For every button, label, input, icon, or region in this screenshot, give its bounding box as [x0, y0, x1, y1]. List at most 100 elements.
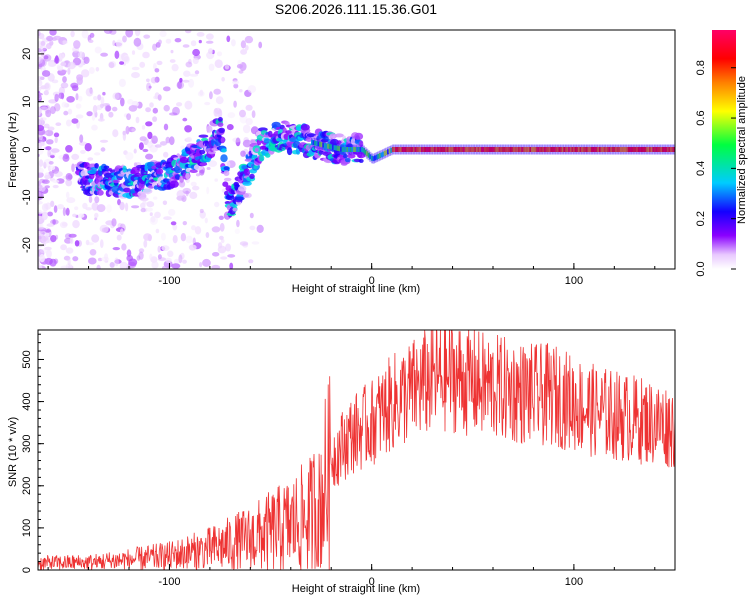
spectrogram-tone-cell	[411, 147, 414, 152]
spectrogram-noise-blob	[195, 173, 201, 177]
spectrogram-tone-cell	[524, 147, 527, 152]
spectrogram-tone-halo	[463, 144, 466, 155]
spectrogram-noise-blob	[194, 70, 200, 75]
spectrogram-noise-blob	[235, 137, 241, 147]
spectrogram-tone-halo	[346, 144, 349, 155]
spectrogram-ridge-blob	[185, 172, 190, 180]
spectrogram-tone-cell	[343, 147, 346, 152]
spectrogram-noise-blob	[46, 35, 54, 42]
spectrogram-noise-blob	[52, 219, 56, 225]
spectrogram-noise-blob	[91, 234, 100, 243]
spectrogram-tone-halo	[422, 144, 425, 155]
spectrogram-tone-halo	[568, 144, 571, 155]
spectrogram-ridge-blob	[222, 181, 229, 187]
spectrogram-tone-halo	[618, 144, 621, 155]
spectrogram-tone-cell	[378, 153, 382, 159]
spectrogram-noise-blob	[66, 197, 76, 204]
spectrogram-noise-blob	[120, 97, 125, 107]
spectrogram-noise-blob	[88, 39, 94, 43]
spectrogram-tone-cell	[455, 147, 458, 152]
spectrogram-tone-halo	[510, 144, 513, 155]
spectrogram-noise-blob	[216, 51, 223, 57]
spectrogram-tone-cell	[542, 147, 545, 152]
spectrogram-tone-halo	[406, 144, 409, 155]
spectrogram-tone-cell	[325, 143, 328, 149]
spectrogram-noise-blob	[87, 157, 94, 161]
spectrogram-tone-cell	[484, 147, 487, 152]
spectrogram-noise-blob	[112, 129, 119, 138]
spectrogram-tone-halo	[513, 144, 516, 155]
spectrogram-noise-blob	[66, 96, 75, 103]
spectrogram-tone-halo	[359, 144, 362, 155]
spectrogram-ridge-blob	[359, 140, 364, 148]
spectrogram-tone-halo	[599, 144, 602, 155]
spectrogram-noise-blob	[189, 73, 199, 77]
spectrogram-tone-cell	[414, 147, 417, 152]
spectrogram-tone-cell	[645, 147, 649, 152]
spectrogram-noise-blob	[38, 76, 41, 84]
spectrogram-tone-halo	[495, 144, 498, 155]
spectrogram-noise-blob	[63, 255, 71, 261]
spectrogram-tone-cell	[445, 147, 448, 152]
spectrogram-ridge-blob	[220, 154, 228, 163]
spectrogram-noise-blob	[38, 226, 44, 230]
spectrogram-tone-cell	[586, 147, 589, 152]
spectrogram-tone-halo	[553, 144, 556, 155]
spectrogram-noise-blob	[142, 148, 149, 153]
spectrogram-noise-blob	[94, 46, 102, 54]
spectrogram-tone-halo	[438, 144, 441, 155]
spectrogram-x-label: Height of straight line (km)	[292, 283, 420, 295]
spectrogram-ridge-blob	[286, 147, 293, 156]
spectrogram-tone-halo	[398, 144, 401, 155]
spectrogram-noise-blob	[141, 125, 146, 130]
spectrogram-ridge-blob	[300, 124, 310, 131]
spectrogram-tone-halo	[587, 144, 590, 155]
spectrogram-tone-halo	[476, 144, 479, 155]
spectrogram-noise-blob	[74, 206, 79, 211]
spectrogram-noise-blob	[248, 259, 254, 264]
spectrogram-tone-cell	[553, 147, 556, 152]
spectrogram-tone-halo	[550, 144, 553, 155]
spectrogram-tone-halo	[490, 144, 493, 155]
spectrogram-noise-blob	[165, 136, 171, 144]
spectrogram-tone-cell	[498, 147, 501, 152]
spectrogram-noise-blob	[140, 207, 146, 213]
spectrogram-tone-halo	[608, 144, 611, 155]
spectrogram-tone-halo	[534, 144, 537, 155]
spectrogram-noise-blob	[192, 185, 200, 191]
colorbar-label: Normalized spectral amplitude	[736, 76, 748, 224]
spectrogram-noise-blob	[143, 239, 148, 248]
spectrogram-noise-blob	[258, 41, 263, 49]
spectrogram-noise-blob	[220, 256, 228, 260]
spectrogram-tone-halo	[615, 144, 618, 155]
colorbar-tick-label: 0.0	[695, 261, 707, 276]
spectrogram-noise-blob	[38, 92, 43, 100]
spectrogram-noise-blob	[202, 258, 211, 267]
snr-series-line	[38, 330, 675, 570]
spectrogram-noise-blob	[67, 61, 76, 70]
spectrogram-tone-halo	[597, 144, 600, 155]
spectrogram-noise-blob	[157, 94, 162, 101]
spectrogram-tone-halo	[312, 137, 315, 148]
spectrogram-tone-cell	[348, 147, 351, 152]
spectrogram-noise-blob	[182, 117, 188, 122]
spectrogram-tone-halo	[508, 144, 511, 155]
spectrogram-ridge-blob	[254, 147, 259, 152]
spectrogram-noise-blob	[147, 141, 153, 148]
spectrogram-noise-blob	[171, 63, 179, 72]
spectrogram-tone-cell	[332, 144, 335, 150]
spectrogram-ridge-blob	[156, 168, 164, 175]
spectrogram-noise-blob	[89, 32, 95, 38]
spectrogram-ridge-blob	[232, 207, 238, 212]
spectrogram-noise-blob	[133, 105, 138, 109]
spectrogram-noise-blob	[151, 135, 158, 144]
spectrogram-ridge-blob	[217, 122, 224, 127]
spectrogram-tone-halo	[464, 144, 467, 155]
spectrogram-tone-cell	[519, 147, 522, 152]
spectrogram-noise-blob	[38, 79, 43, 87]
spectrogram-tone-cell	[323, 142, 327, 148]
spectrogram-tone-cell	[556, 147, 560, 152]
spectrogram-noise-blob	[232, 80, 240, 85]
spectrogram-tone-cell	[427, 147, 430, 152]
